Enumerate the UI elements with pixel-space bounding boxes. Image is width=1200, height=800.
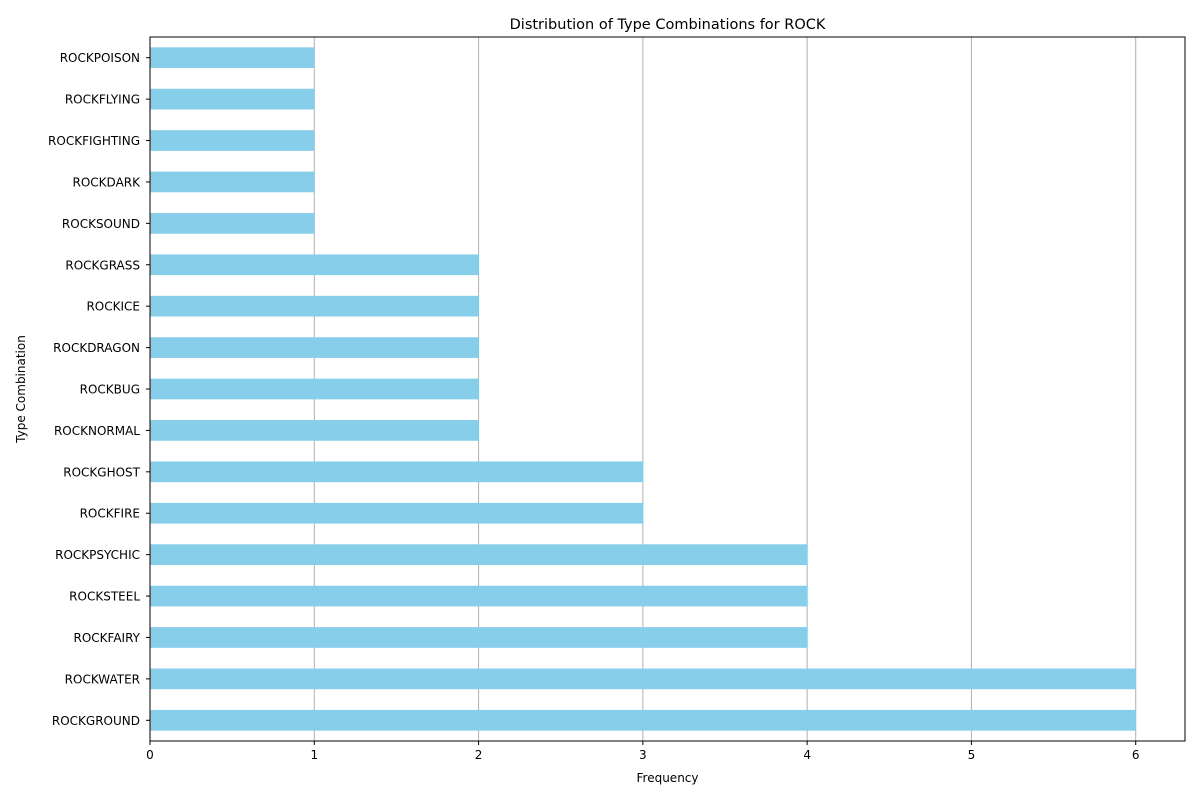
y-tick-label: ROCKFLYING xyxy=(65,93,140,107)
bar xyxy=(150,585,808,607)
x-axis-ticks: 0 1 2 3 4 5 6 xyxy=(146,741,1140,762)
y-tick-label: ROCKBUG xyxy=(80,383,140,397)
y-tick-label: ROCKPOISON xyxy=(60,51,140,65)
y-tick-label: ROCKWATER xyxy=(65,672,140,686)
bar xyxy=(150,254,479,276)
bar xyxy=(150,627,808,648)
bar xyxy=(150,461,643,483)
x-axis-title: Frequency xyxy=(637,771,699,785)
bar xyxy=(150,88,315,110)
bars xyxy=(150,47,1136,731)
y-tick-label: ROCKNORMAL xyxy=(54,424,140,438)
bar xyxy=(150,213,315,234)
bar xyxy=(150,47,315,69)
x-tick-label: 1 xyxy=(310,748,318,762)
chart-title: Distribution of Type Combinations for RO… xyxy=(510,17,826,33)
y-tick-label: ROCKSTEEL xyxy=(69,590,140,604)
y-tick-label: ROCKFAIRY xyxy=(74,631,141,645)
bar xyxy=(150,709,1136,731)
y-tick-label: ROCKDRAGON xyxy=(53,341,140,355)
bar xyxy=(150,420,479,441)
y-tick-label: ROCKGHOST xyxy=(63,465,140,479)
y-axis-title: Type Combination xyxy=(14,335,28,444)
x-tick-label: 3 xyxy=(639,748,647,762)
y-tick-label: ROCKGRASS xyxy=(65,258,140,272)
y-tick-label: ROCKFIGHTING xyxy=(48,134,140,148)
x-tick-label: 4 xyxy=(803,748,811,762)
bar xyxy=(150,171,315,193)
y-tick-label: ROCKGROUND xyxy=(52,714,140,728)
bar xyxy=(150,130,315,151)
bar xyxy=(150,544,808,565)
bar xyxy=(150,668,1136,690)
bar xyxy=(150,295,479,317)
x-tick-label: 0 xyxy=(146,748,154,762)
bar xyxy=(150,337,479,358)
x-tick-label: 5 xyxy=(968,748,976,762)
y-tick-label: ROCKDARK xyxy=(73,175,142,189)
y-tick-label: ROCKFIRE xyxy=(80,507,140,521)
y-tick-label: ROCKICE xyxy=(86,300,140,314)
y-tick-label: ROCKPSYCHIC xyxy=(55,548,140,562)
y-axis-ticks: ROCKGROUND ROCKWATER ROCKFAIRY ROCKSTEEL ROC… xyxy=(48,51,150,728)
x-tick-label: 6 xyxy=(1132,748,1140,762)
bar xyxy=(150,502,643,524)
bar xyxy=(150,378,479,400)
y-tick-label: ROCKSOUND xyxy=(62,217,140,231)
x-tick-label: 2 xyxy=(475,748,483,762)
